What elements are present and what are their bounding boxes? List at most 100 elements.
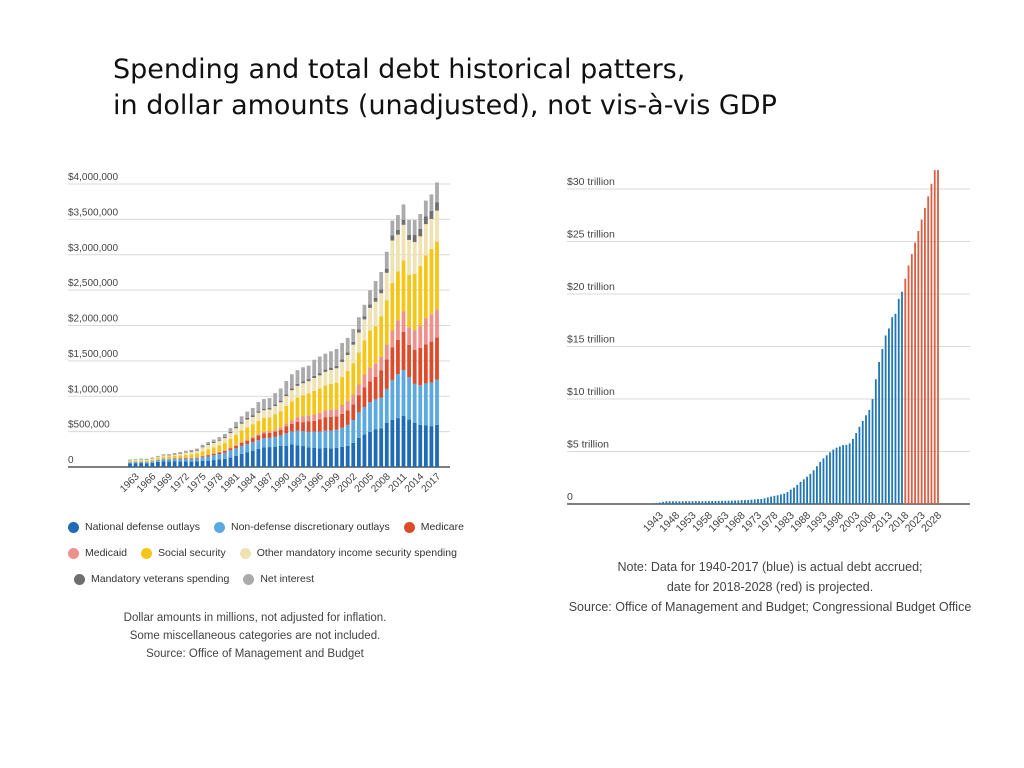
bar-segment (289, 390, 294, 402)
debt-bar (724, 500, 727, 504)
bar-segment (345, 401, 350, 411)
legend-swatch (141, 547, 153, 559)
debt-bar (760, 498, 763, 504)
bar-segment (301, 381, 305, 384)
bar-segment (150, 461, 155, 463)
bar-segment (133, 462, 138, 464)
bar-segment (329, 367, 333, 370)
bar-segment (435, 210, 439, 242)
bar-segment (200, 444, 205, 447)
debt-bar (881, 349, 884, 504)
bar-segment (368, 381, 372, 403)
bar-segment (412, 349, 417, 384)
bar-segment (340, 361, 345, 378)
bar-segment (289, 401, 294, 421)
bar-segment (435, 337, 439, 380)
bar-segment (239, 445, 244, 454)
bar-segment (178, 451, 183, 454)
bar-segment (195, 461, 199, 467)
bar-segment (284, 426, 289, 434)
bar-segment (284, 394, 289, 397)
legend-swatch (68, 521, 79, 533)
bar-segment (217, 437, 222, 440)
debt-bar (884, 335, 887, 504)
bar-segment (418, 347, 423, 386)
slide-title-line-1: Spending and total debt historical patte… (113, 54, 686, 85)
debt-bar (704, 501, 707, 504)
bar-segment (368, 307, 372, 331)
bar-segment (139, 458, 144, 460)
bar-segment (245, 444, 250, 453)
note-line: date for 2018-2028 (red) is projected. (666, 580, 874, 594)
bar-segment (211, 453, 216, 456)
bar-segment (301, 422, 305, 432)
bar-segment (250, 438, 255, 443)
bar-segment (390, 235, 395, 241)
bar-segment (133, 460, 138, 461)
bar-segment (189, 451, 194, 453)
bar-segment (278, 388, 283, 401)
bar-segment (172, 454, 177, 456)
bar-segment (256, 435, 261, 441)
debt-chart-notes: Note: Data for 1940-2017 (blue) is actua… (560, 557, 980, 617)
bar-segment (351, 328, 356, 342)
bar-segment (262, 433, 266, 439)
bar-segment (362, 406, 367, 435)
debt-bar (930, 183, 933, 504)
legend-row: Medicaid Social security Other mandatory… (68, 540, 468, 566)
bar-segment (390, 282, 395, 331)
spending-chart-notes: Dollar amounts in millions, not adjusted… (95, 609, 415, 663)
note-line: Note: Data for 1940-2017 (blue) is actua… (617, 560, 923, 574)
bar-segment (211, 453, 216, 454)
bar-segment (384, 388, 389, 423)
debt-bar (806, 476, 808, 504)
bar-segment (133, 459, 138, 460)
bar-segment (412, 242, 417, 274)
bar-segment (379, 370, 384, 398)
debt-bar (678, 501, 681, 505)
bar-segment (396, 229, 400, 235)
debt-bar (819, 462, 822, 504)
debt-bar (927, 196, 930, 504)
bar-segment (329, 384, 333, 410)
bar-segment (189, 461, 194, 467)
bar-segment (156, 458, 160, 460)
bar-segment (323, 430, 328, 448)
bar-segment (245, 440, 250, 445)
bar-segment (144, 458, 149, 460)
debt-bar (776, 495, 779, 504)
bar-segment (373, 297, 378, 302)
bar-segment (351, 363, 356, 395)
debt-bar (744, 500, 746, 504)
debt-bar (780, 494, 782, 504)
bar-segment (206, 454, 211, 456)
bar-segment (384, 344, 389, 360)
debt-bar (727, 500, 730, 504)
debt-bar (904, 278, 907, 504)
bar-segment (323, 369, 328, 372)
bar-segment (172, 453, 177, 455)
bar-segment (390, 379, 395, 420)
bar-segment (128, 460, 132, 462)
debt-bar (668, 501, 671, 504)
bar-segment (306, 393, 311, 416)
bar-segment (329, 430, 333, 449)
bar-segment (407, 327, 411, 345)
bar-segment (412, 330, 417, 350)
bar-segment (351, 404, 356, 421)
bar-segment (373, 326, 378, 364)
bar-segment (373, 301, 378, 327)
y-tick-label: $3,500,000 (68, 207, 118, 218)
bar-segment (312, 377, 317, 391)
y-tick-label: $15 trillion (567, 334, 615, 346)
bar-segment (289, 374, 294, 389)
bar-segment (195, 453, 199, 458)
bar-segment (407, 377, 411, 420)
debt-bar (770, 496, 772, 504)
bar-segment (273, 436, 278, 447)
debt-bar (871, 399, 874, 504)
bar-segment (161, 456, 166, 459)
bar-segment (250, 424, 255, 437)
debt-bar (799, 481, 802, 504)
bar-segment (418, 236, 423, 267)
